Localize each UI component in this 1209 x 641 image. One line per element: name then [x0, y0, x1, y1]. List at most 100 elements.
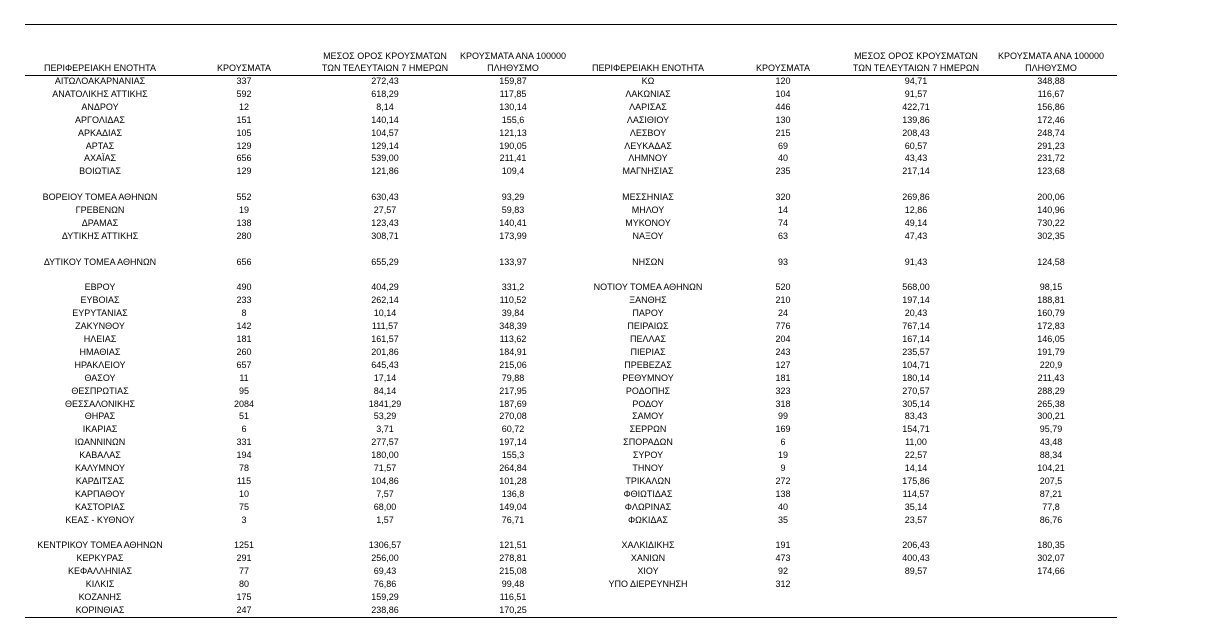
- region-name: ΠΙΕΡΙΑΣ: [630, 346, 666, 357]
- region-name: ΘΗΡΑΣ: [84, 411, 116, 422]
- cases-per-100k: 140,96: [1037, 205, 1065, 215]
- cases: 247: [236, 604, 252, 615]
- region-name: ΤΡΙΚΑΛΩΝ: [625, 475, 671, 486]
- column-header: ΠΕΡΙΦΕΡΕΙΑΚΗ ΕΝΟΤΗΤΑ: [43, 63, 157, 73]
- region-name: ΣΥΡΟΥ: [632, 450, 664, 461]
- cases: 93: [777, 256, 789, 267]
- region-name: ΝΑΞΟΥ: [632, 230, 664, 241]
- cases: 92: [777, 566, 789, 577]
- column-header: ΚΡΟΥΣΜΑΤΑ: [756, 63, 810, 73]
- region-name: ΡΟΔΟΠΗΣ: [625, 385, 671, 396]
- cases: 8: [241, 308, 247, 319]
- weekly-average: 645,43: [371, 359, 399, 370]
- column-header: ΚΡΟΥΣΜΑΤΑ: [217, 63, 271, 73]
- cases-per-100k: 156,86: [1037, 101, 1065, 112]
- weekly-average: 154,71: [902, 424, 930, 435]
- cases-per-100k: 160,79: [1037, 308, 1065, 319]
- header-rule: [25, 75, 1117, 76]
- region-name: ΛΗΜΝΟΥ: [628, 153, 668, 164]
- weekly-average: 201,86: [371, 346, 399, 357]
- cases-per-100k: 79,88: [501, 372, 525, 383]
- region-name: ΜΥΚΟΝΟΥ: [625, 217, 671, 228]
- weekly-average: 180,00: [371, 450, 399, 461]
- weekly-average: 206,43: [902, 540, 930, 551]
- cases: 181: [236, 334, 252, 344]
- cases-per-100k: 43,48: [1039, 437, 1063, 448]
- region-name: ΛΕΥΚΑΔΑΣ: [624, 140, 672, 151]
- cases: 130: [775, 114, 791, 125]
- weekly-average: 269,86: [902, 192, 930, 203]
- weekly-average: 83,43: [904, 411, 928, 422]
- cases-per-100k: 60,72: [501, 424, 525, 435]
- weekly-average: 20,43: [904, 308, 928, 319]
- cases-per-100k: 348,88: [1037, 76, 1065, 86]
- cases: 6: [780, 437, 786, 448]
- weekly-average: 23,57: [904, 514, 928, 525]
- cases-per-100k: 121,51: [499, 540, 527, 551]
- cases-per-100k: 207,5: [1039, 475, 1063, 486]
- weekly-average: 91,57: [904, 88, 928, 99]
- weekly-average: 104,86: [371, 475, 399, 486]
- region-name: ΚΙΛΚΙΣ: [85, 579, 115, 590]
- top-rule: [25, 24, 1117, 25]
- weekly-average: 217,14: [902, 166, 930, 177]
- region-name: ΛΑΡΙΣΑΣ: [629, 101, 667, 112]
- region-name: ΜΑΓΝΗΣΙΑΣ: [622, 166, 674, 177]
- cases-per-100k: 288,29: [1037, 385, 1065, 396]
- cases-per-100k: 116,67: [1037, 88, 1065, 99]
- cases: 120: [775, 76, 791, 86]
- region-name: ΚΟΖΑΝΗΣ: [78, 592, 122, 602]
- weekly-average: 630,43: [371, 192, 399, 203]
- region-name: ΤΗΝΟΥ: [632, 463, 664, 473]
- cases: 77: [238, 566, 250, 577]
- cases-per-100k: 109,4: [501, 166, 525, 177]
- weekly-average: 76,86: [373, 579, 397, 590]
- region-name: ΧΙΟΥ: [637, 566, 659, 577]
- region-name: ΝΗΣΩΝ: [632, 256, 664, 267]
- cases-per-100k: 149,04: [499, 501, 527, 512]
- cases: 215: [775, 127, 791, 138]
- cases-per-100k: 93,29: [501, 192, 525, 203]
- weekly-average: 47,43: [904, 230, 928, 241]
- weekly-average: 121,86: [371, 166, 399, 177]
- cases: 14: [777, 205, 789, 215]
- weekly-average: 14,14: [904, 463, 928, 473]
- weekly-average: 123,43: [371, 217, 399, 228]
- cases: 272: [775, 475, 791, 486]
- cases: 473: [775, 553, 791, 564]
- region-name: ΚΕΝΤΡΙΚΟΥ ΤΟΜΕΑ ΑΘΗΝΩΝ: [37, 540, 163, 551]
- cases-per-100k: 215,08: [499, 566, 527, 577]
- weekly-average: 277,57: [371, 437, 399, 448]
- region-name: ΑΝΑΤΟΛΙΚΗΣ ΑΤΤΙΚΗΣ: [52, 88, 148, 99]
- cases: 210: [775, 295, 791, 306]
- region-name: ΥΠΟ ΔΙΕΡΕΥΝΗΣΗ: [608, 579, 688, 590]
- cases: 24: [777, 308, 789, 319]
- cases: 12: [238, 101, 250, 112]
- region-name: ΔΡΑΜΑΣ: [81, 217, 119, 228]
- region-name: ΘΕΣΣΑΛΟΝΙΚΗΣ: [64, 398, 136, 409]
- weekly-average: 422,71: [902, 101, 930, 112]
- column-header: ΤΩΝ ΤΕΛΕΥΤΑΙΩΝ 7 ΗΜΕΡΩΝ: [852, 63, 980, 73]
- cases: 233: [236, 295, 252, 306]
- weekly-average: 43,43: [904, 153, 928, 164]
- weekly-average: 1841,29: [368, 398, 402, 409]
- weekly-average: 161,57: [371, 334, 399, 344]
- region-name: ΡΕΘΥΜΝΟΥ: [622, 372, 674, 383]
- cases: 51: [238, 411, 250, 422]
- weekly-average: 111,57: [371, 321, 399, 332]
- cases-per-100k: 302,07: [1037, 553, 1065, 564]
- cases-per-100k: 187,69: [499, 398, 527, 409]
- weekly-average: 238,86: [371, 604, 399, 615]
- cases: 191: [775, 540, 791, 551]
- region-name: ΑΝΔΡΟΥ: [81, 101, 119, 112]
- cases: 592: [236, 88, 252, 99]
- column-header: ΤΩΝ ΤΕΛΕΥΤΑΙΩΝ 7 ΗΜΕΡΩΝ: [321, 63, 449, 73]
- cases-per-100k: 197,14: [499, 437, 527, 448]
- cases-per-100k: 86,76: [1039, 514, 1063, 525]
- cases: 656: [236, 153, 252, 164]
- weekly-average: 1306,57: [368, 540, 402, 551]
- cases: 6: [241, 424, 247, 435]
- cases: 19: [777, 450, 789, 461]
- cases-per-100k: 110,52: [499, 295, 527, 306]
